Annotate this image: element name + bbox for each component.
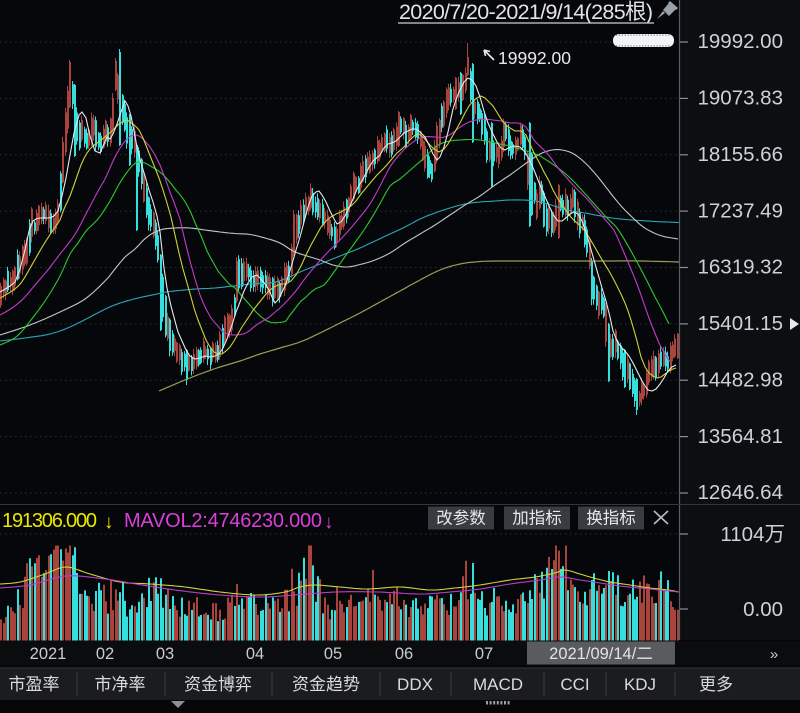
svg-text:资金趋势: 资金趋势 xyxy=(292,675,360,694)
svg-text:07: 07 xyxy=(475,645,493,663)
svg-text:市盈率: 市盈率 xyxy=(9,675,60,694)
svg-text:03: 03 xyxy=(156,645,174,663)
svg-text:加指标: 加指标 xyxy=(512,509,562,528)
svg-text:19992.00: 19992.00 xyxy=(697,30,783,53)
svg-text:1104万: 1104万 xyxy=(720,523,785,546)
svg-text:KDJ: KDJ xyxy=(624,675,656,694)
svg-text:12646.64: 12646.64 xyxy=(697,481,783,504)
svg-text:15401.15: 15401.15 xyxy=(697,312,783,335)
svg-text:2021/09/14/二: 2021/09/14/二 xyxy=(549,645,653,663)
svg-text:换指标: 换指标 xyxy=(586,509,636,528)
svg-text:MAVOL2:4746230.000: MAVOL2:4746230.000 xyxy=(124,510,322,532)
svg-text:04: 04 xyxy=(246,645,264,663)
svg-text:0.00: 0.00 xyxy=(743,598,783,621)
svg-text:更多: 更多 xyxy=(699,675,733,694)
svg-text:2020/7/20-2021/9/14(285根): 2020/7/20-2021/9/14(285根) xyxy=(399,0,653,24)
svg-text:MACD: MACD xyxy=(473,675,523,694)
svg-text:06: 06 xyxy=(395,645,413,663)
svg-text:14482.98: 14482.98 xyxy=(697,368,783,391)
svg-text:↓: ↓ xyxy=(324,512,334,533)
svg-text:市净率: 市净率 xyxy=(95,675,146,694)
svg-text:19073.83: 19073.83 xyxy=(697,87,783,110)
svg-text:19992.00: 19992.00 xyxy=(498,48,571,68)
svg-text:13564.81: 13564.81 xyxy=(697,425,783,448)
svg-text:02: 02 xyxy=(96,645,114,663)
svg-text:↓: ↓ xyxy=(104,512,114,533)
svg-text:16319.32: 16319.32 xyxy=(697,256,783,279)
svg-text:CCI: CCI xyxy=(560,675,589,694)
svg-text:05: 05 xyxy=(324,645,342,663)
svg-text:资金博弈: 资金博弈 xyxy=(184,675,252,694)
svg-text:191306.000: 191306.000 xyxy=(2,510,97,532)
svg-text:改参数: 改参数 xyxy=(436,509,486,528)
svg-text:»: » xyxy=(770,646,778,663)
svg-text:DDX: DDX xyxy=(397,675,433,694)
svg-text:17237.49: 17237.49 xyxy=(697,199,783,222)
svg-text:18155.66: 18155.66 xyxy=(697,143,783,166)
svg-text:2021: 2021 xyxy=(30,645,67,663)
